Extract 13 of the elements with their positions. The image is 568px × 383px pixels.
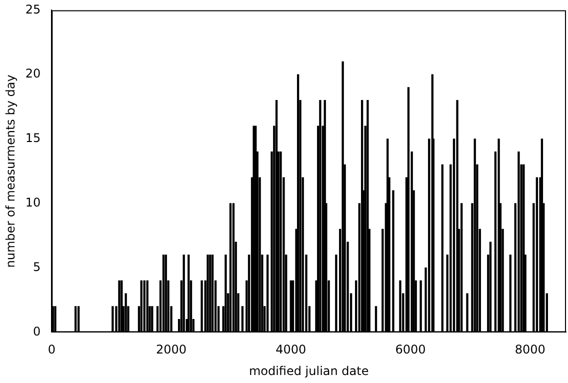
- y-tick-label: 5: [33, 260, 41, 274]
- x-tick-label: 4000: [276, 342, 306, 357]
- x-axis-title: modified julian date: [248, 364, 369, 378]
- y-tick-label: 0: [33, 324, 41, 338]
- y-tick-label: 10: [25, 196, 41, 210]
- x-tick-label: 8000: [514, 342, 546, 357]
- y-tick-label: 20: [25, 66, 41, 81]
- x-tick-label: 0: [48, 342, 56, 357]
- y-tick-label: 15: [25, 131, 41, 146]
- x-tick-label: 6000: [395, 342, 426, 357]
- y-tick-label: 25: [25, 2, 41, 16]
- x-tick-label: 2000: [156, 342, 187, 357]
- y-axis-title: number of measurments by day: [3, 74, 18, 268]
